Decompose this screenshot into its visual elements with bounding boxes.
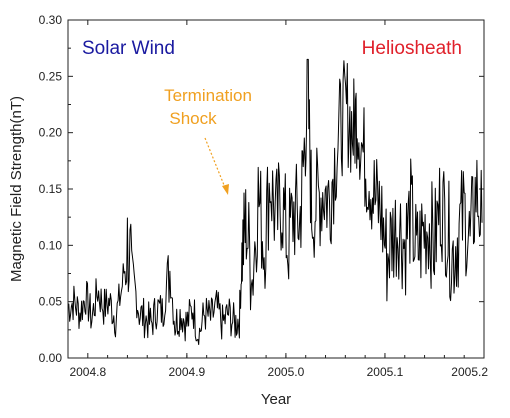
heliosheath-label: Heliosheath	[362, 38, 462, 59]
y-tick-labels: 0.00 0.05 0.10 0.15 0.20 0.25 0.30	[39, 13, 63, 365]
y-tick-label: 0.15	[39, 182, 63, 196]
x-tick-label: 2005.0	[268, 365, 305, 379]
y-tick-label: 0.25	[39, 69, 63, 83]
termination-shock-label-line2: Shock	[169, 109, 217, 128]
x-tick-label: 2004.9	[169, 365, 206, 379]
x-axis-title: Year	[261, 391, 291, 408]
y-tick-label: 0.10	[39, 238, 63, 252]
termination-shock-arrow	[204, 137, 229, 195]
plot-frame	[67, 19, 485, 359]
x-tick-label: 2005.1	[367, 365, 404, 379]
y-tick-label: 0.05	[39, 295, 63, 309]
x-tick-label: 2005.2	[451, 365, 488, 379]
solar-wind-label: Solar Wind	[82, 38, 175, 59]
x-tick-labels: 2004.8 2004.9 2005.0 2005.1 2005.2	[69, 365, 488, 379]
y-axis-title: Magnetic Field Strength(nT)	[8, 96, 25, 282]
y-tick-label: 0.00	[39, 351, 63, 365]
y-tick-label: 0.20	[39, 126, 63, 140]
x-tick-label: 2004.8	[69, 365, 106, 379]
magnetic-field-series-line	[67, 58, 483, 345]
y-tick-label: 0.30	[39, 13, 63, 27]
termination-shock-label-line1: Termination	[164, 86, 252, 105]
